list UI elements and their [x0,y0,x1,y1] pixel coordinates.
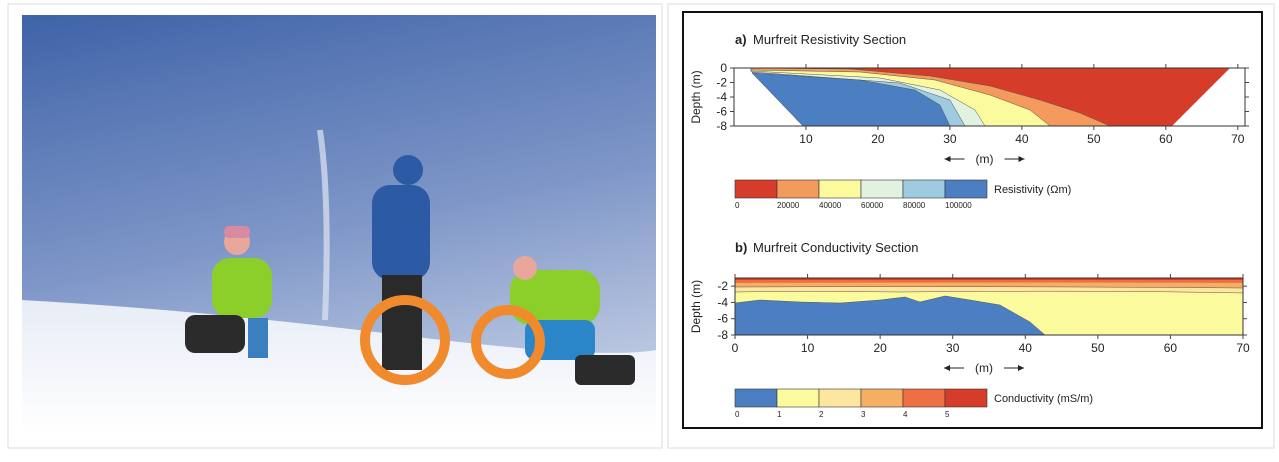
y-tick-label: -6 [717,312,728,326]
x-tick-label: 70 [1231,132,1245,146]
colorbar-tick-label: 4 [903,410,908,419]
x-tick-label: 50 [1087,132,1101,146]
x-tick-label: 0 [732,341,739,355]
conductivity-contours [735,278,1243,335]
colorbar-swatch [735,180,777,198]
colorbar-swatch [819,180,861,198]
colorbar-tick-label: 0 [735,410,740,419]
x-tick-label: 70 [1236,341,1250,355]
y-axis-label: Depth (m) [689,70,703,123]
colorbar-tick-label: 100000 [945,201,972,210]
x-tick-label: 50 [1091,341,1105,355]
colorbar-swatch [945,180,987,198]
x-tick-label: 40 [1015,132,1029,146]
x-tick-label: 10 [799,132,813,146]
resistivity-contours [750,68,1230,126]
colorbar-swatch [945,389,987,407]
colorbar-tick-label: 20000 [777,201,800,210]
colorbar-swatch [903,389,945,407]
colorbar-tick-label: 3 [861,410,866,419]
colorbar-swatch [861,180,903,198]
colorbar-tick-label: 0 [735,201,740,210]
x-tick-label: 20 [873,341,887,355]
panel-title: Murfreit Resistivity Section [753,32,906,47]
colorbar-tick-label: 80000 [903,201,926,210]
figure: a) Murfreit Resistivity Section Depth (m) 0… [0,0,1279,457]
colorbar-label: Conductivity (mS/m) [994,393,1093,405]
colorbar-tick-label: 40000 [819,201,842,210]
colorbar-swatch [903,180,945,198]
panel-letter: b) [735,240,747,255]
colorbar-swatch [735,389,777,407]
colorbar-swatch [819,389,861,407]
panel-letter: a) [735,32,747,47]
y-tick-label: -8 [717,328,728,342]
x-axis-label: (m) [976,152,994,166]
y-tick-label: -4 [716,90,727,104]
panel-title: Murfreit Conductivity Section [753,240,918,255]
y-axis-label: Depth (m) [689,280,703,333]
y-tick-label: -2 [717,279,728,293]
x-tick-label: 60 [1159,132,1173,146]
colorbar-label: Resistivity (Ωm) [994,184,1071,196]
x-tick-label: 30 [946,341,960,355]
colorbar-swatch [777,180,819,198]
y-tick-label: -2 [716,76,727,90]
y-tick-label: -6 [716,105,727,119]
x-axis-label: (m) [975,361,993,375]
colorbar-tick-label: 2 [819,410,824,419]
x-tick-label: 60 [1164,341,1178,355]
colorbar-swatch [861,389,903,407]
colorbar-tick-label: 5 [945,410,950,419]
x-tick-label: 40 [1019,341,1033,355]
colorbar-swatch [777,389,819,407]
x-tick-label: 20 [871,132,885,146]
page: {"panels": [ {"letter": "a)", "title": "… [0,0,1279,457]
colorbar-tick-label: 60000 [861,201,884,210]
y-tick-label: 0 [720,61,727,75]
colorbar-tick-label: 1 [777,410,782,419]
x-tick-label: 10 [801,341,815,355]
photo [22,15,656,435]
y-tick-label: -4 [717,295,728,309]
y-tick-label: -8 [716,119,727,133]
x-tick-label: 30 [943,132,957,146]
